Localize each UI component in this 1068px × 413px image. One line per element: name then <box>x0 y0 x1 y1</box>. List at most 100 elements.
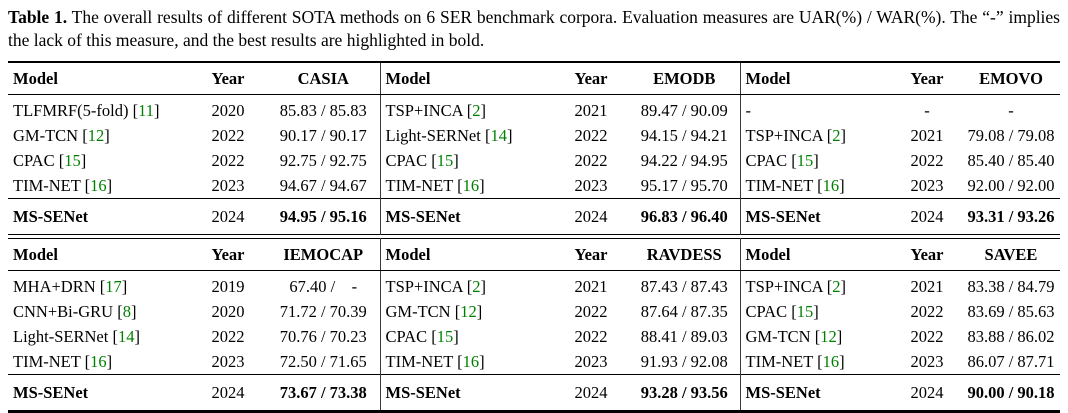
citation-link[interactable]: 2 <box>832 126 841 145</box>
model-cell: CPAC [15] <box>739 299 892 324</box>
citation-link[interactable]: 15 <box>436 151 454 170</box>
score-cell: 72.50 / 71.65 <box>279 352 367 371</box>
table-caption: Table 1. The overall results of differen… <box>8 6 1060 52</box>
model-header: Model <box>379 238 553 271</box>
year-cell: 2022 <box>574 126 608 145</box>
results-table: Model Year CASIA Model Year EMODB Model Year EMO… <box>8 61 1060 413</box>
table-row: CPAC [15] 2022 92.75 / 92.75 CPAC [15] 2022 9… <box>8 148 1060 173</box>
year-cell: 2022 <box>574 327 608 346</box>
citation-link[interactable]: 16 <box>90 176 107 195</box>
ours-score-cell: 90.00 / 90.18 <box>962 374 1060 412</box>
citation-link[interactable]: 15 <box>796 302 814 321</box>
table-row: GM-TCN [12] 2022 90.17 / 90.17 Light-SERNet… <box>8 123 1060 148</box>
ours-score-cell: 93.28 / 93.56 <box>629 374 740 412</box>
ours-model-cell: MS-SENet <box>739 374 892 412</box>
model-cell: TSP+INCA [2] <box>379 94 553 123</box>
citation-link[interactable]: 12 <box>460 302 477 321</box>
year-cell: 2019 <box>211 277 245 296</box>
year-cell: 2023 <box>574 176 608 195</box>
citation-link[interactable]: 16 <box>822 352 840 371</box>
model-cell: CPAC [15] <box>379 324 553 349</box>
citation-link[interactable]: 14 <box>490 126 507 145</box>
score-cell: 67.40 / - <box>289 277 358 296</box>
table-row: TIM-NET [16] 2023 94.67 / 94.67 TIM-NET [16… <box>8 173 1060 199</box>
model-cell: - <box>739 94 892 123</box>
score-cell: 94.22 / 94.95 <box>640 151 728 170</box>
citation-link[interactable]: 17 <box>105 277 122 296</box>
table-row: TIM-NET [16] 2023 72.50 / 71.65 TIM-NET [16… <box>8 349 1060 375</box>
citation-link[interactable]: 2 <box>832 277 841 296</box>
ours-year-cell: 2024 <box>553 198 629 235</box>
table-row: CNN+Bi-GRU [8] 2020 71.72 / 70.39 GM-TCN [1… <box>8 299 1060 324</box>
score-cell: 92.00 / 92.00 <box>967 176 1055 195</box>
citation-link[interactable]: 15 <box>436 327 454 346</box>
model-cell: GM-TCN [12] <box>379 299 553 324</box>
corpus-header: EMODB <box>629 62 740 95</box>
citation-link[interactable]: 2 <box>472 277 481 296</box>
citation-link[interactable]: 15 <box>64 151 81 170</box>
citation-link[interactable]: 2 <box>472 101 481 120</box>
score-cell: 83.38 / 84.79 <box>967 277 1055 296</box>
year-cell: 2022 <box>211 126 245 145</box>
score-cell: 87.43 / 87.43 <box>640 277 728 296</box>
model-cell: TSP+INCA [2] <box>379 270 553 299</box>
year-header: Year <box>892 238 962 271</box>
model-cell: TSP+INCA [2] <box>739 123 892 148</box>
year-cell: 2022 <box>211 327 245 346</box>
score-cell: 94.67 / 94.67 <box>279 176 367 195</box>
year-header: Year <box>553 62 629 95</box>
ours-year-cell: 2024 <box>892 374 962 412</box>
year-cell: 2022 <box>574 302 608 321</box>
citation-link[interactable]: 11 <box>138 101 155 120</box>
year-cell: 2022 <box>910 302 944 321</box>
citation-link[interactable]: 12 <box>820 327 837 346</box>
corpus-header: RAVDESS <box>629 238 740 271</box>
model-cell: TIM-NET [16] <box>739 349 892 375</box>
header-row: Model Year IEMOCAP Model Year RAVDESS Model Yea… <box>8 238 1060 271</box>
citation-link[interactable]: 15 <box>796 151 814 170</box>
model-cell: CPAC [15] <box>13 151 87 170</box>
corpus-header: CASIA <box>267 62 380 95</box>
ours-model-cell: MS-SENet <box>739 198 892 235</box>
corpus-header: EMOVO <box>962 62 1060 95</box>
year-cell: 2023 <box>574 352 608 371</box>
table-row: MHA+DRN [17] 2019 67.40 / - TSP+INCA [2] 202… <box>8 270 1060 299</box>
model-header: Model <box>8 238 189 271</box>
model-cell: TIM-NET [16] <box>379 349 553 375</box>
citation-link[interactable]: 8 <box>122 302 131 321</box>
citation-link[interactable]: 16 <box>462 352 480 371</box>
year-header: Year <box>553 238 629 271</box>
citation-link[interactable]: 12 <box>87 126 105 145</box>
year-header: Year <box>892 62 962 95</box>
citation-link[interactable]: 16 <box>822 176 840 195</box>
ours-model-cell: MS-SENet <box>379 374 553 412</box>
model-header: Model <box>739 238 892 271</box>
model-cell: GM-TCN [12] <box>739 324 892 349</box>
caption-text: The overall results of different SOTA me… <box>8 7 1060 50</box>
score-cell: 83.69 / 85.63 <box>967 302 1055 321</box>
model-header: Model <box>8 62 189 95</box>
model-cell: CPAC [15] <box>739 148 892 173</box>
score-cell: 87.64 / 87.35 <box>640 302 728 321</box>
model-cell: GM-TCN [12] <box>13 126 110 145</box>
corpus-header: IEMOCAP <box>267 238 380 271</box>
ours-score-cell: 73.67 / 73.38 <box>267 374 380 412</box>
ours-year-cell: 2024 <box>189 198 267 235</box>
year-cell: 2021 <box>910 126 944 145</box>
year-cell: 2022 <box>910 151 944 170</box>
model-cell: TIM-NET [16] <box>379 173 553 199</box>
ours-model-cell: MS-SENet <box>8 374 189 412</box>
year-cell: 2022 <box>574 151 608 170</box>
score-cell: 86.07 / 87.71 <box>967 352 1055 371</box>
year-cell: 2022 <box>910 327 944 346</box>
model-cell: TIM-NET [16] <box>739 173 892 199</box>
citation-link[interactable]: 14 <box>117 327 135 346</box>
year-cell: 2021 <box>910 277 944 296</box>
ours-row: MS-SENet 2024 73.67 / 73.38 MS-SENet 2024 93.… <box>8 374 1060 412</box>
ours-score-cell: 93.31 / 93.26 <box>962 198 1060 235</box>
citation-link[interactable]: 16 <box>462 176 480 195</box>
corpus-header: SAVEE <box>962 238 1060 271</box>
citation-link[interactable]: 16 <box>90 352 107 371</box>
model-header: Model <box>379 62 553 95</box>
